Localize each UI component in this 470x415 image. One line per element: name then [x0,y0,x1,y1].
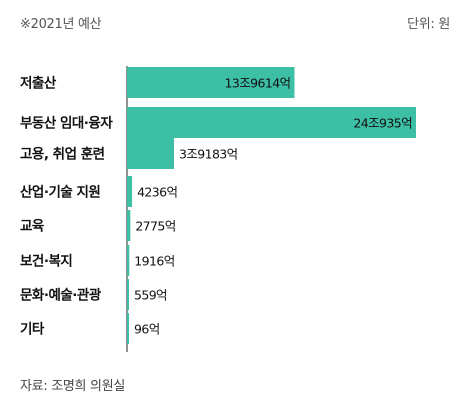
value-label-저출산: 13조9614억 [225,76,291,91]
top-border [0,0,470,6]
category-label-부동산-임대-융자: 부동산 임대·융자 [20,115,113,132]
value-label-문화-예술-관광: 559억 [134,288,167,303]
category-label-고용-취업-훈련: 고용, 취업 훈련 [20,146,105,163]
bar-부동산-임대-융자 [127,107,416,138]
budget-year-note: ※2021년 예산 [20,17,102,32]
value-label-부동산-임대-융자: 24조935억 [353,116,412,131]
value-label-기타: 96억 [134,322,160,337]
bar-보건-복지 [127,245,130,276]
bar-교육 [127,210,131,241]
unit-label: 단위: 원 [407,17,450,32]
category-label-기타: 기타 [20,322,45,338]
category-label-산업-기술-지원: 산업·기술 지원 [20,184,100,201]
source-note: 자료: 조명희 의원실 [20,379,126,394]
value-label-고용-취업-훈련: 3조9183억 [179,147,238,162]
bar-산업-기술-지원 [127,176,133,207]
bar-문화-예술-관광 [127,279,129,310]
value-label-산업-기술-지원: 4236억 [137,185,177,200]
value-label-보건-복지: 1916억 [134,254,174,269]
category-label-보건-복지: 보건·복지 [20,253,72,270]
category-label-문화-예술-관광: 문화·예술·관광 [20,287,102,304]
bar-저출산 [127,67,295,98]
value-label-교육: 2775억 [135,219,175,234]
category-label-저출산: 저출산 [20,75,57,92]
category-label-교육: 교육 [20,219,44,235]
bar-고용-취업-훈련 [127,138,174,169]
bar-기타 [127,313,129,344]
